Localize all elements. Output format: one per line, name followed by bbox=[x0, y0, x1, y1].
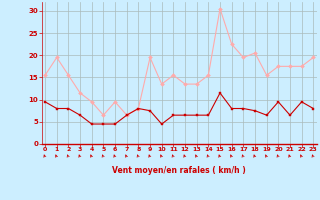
X-axis label: Vent moyen/en rafales ( km/h ): Vent moyen/en rafales ( km/h ) bbox=[112, 166, 246, 175]
